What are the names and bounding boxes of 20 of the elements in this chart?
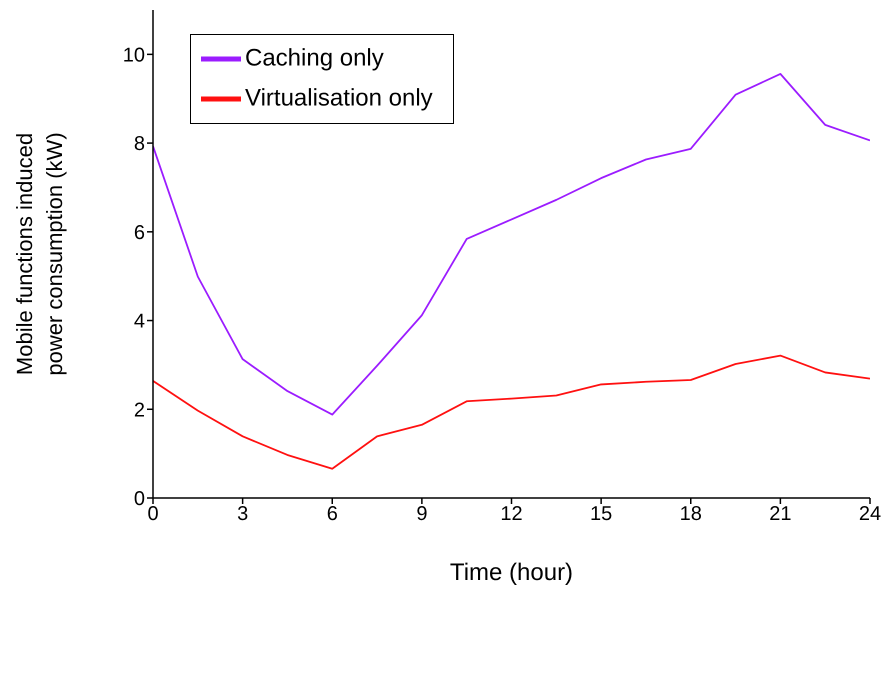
legend-label: Caching only [245,44,384,72]
y-tick-label: 0 [134,488,145,510]
x-tick-label: 15 [590,503,612,526]
line-series [153,72,870,416]
y-tick-label: 4 [134,310,145,333]
y-tick-label: 6 [134,222,145,244]
y-tick-label: 2 [134,399,145,422]
y-tick-label: 8 [134,133,145,156]
x-tick-label: 24 [858,503,882,526]
line-series [153,354,870,470]
y-axis-title: Mobile functions induced power consumption (kW) [12,132,67,376]
x-tick-label: 12 [500,503,523,526]
x-axis-title: Time (hour) [450,559,574,586]
legend-label: Virtualisation only [245,84,433,112]
x-tick-label: 18 [680,503,702,526]
x-tick-label: 21 [769,503,792,526]
x-tick-label: 6 [326,503,338,526]
x-tick-label: 3 [237,503,248,526]
x-tick-label: 9 [416,503,428,526]
y-tick-label: 10 [122,44,145,66]
